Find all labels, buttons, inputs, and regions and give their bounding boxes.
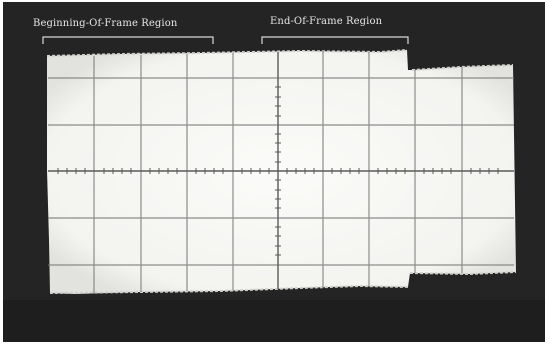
end-region-bracket <box>261 36 409 44</box>
center-axes <box>48 52 514 289</box>
end-of-frame-label: End-Of-Frame Region <box>270 16 383 27</box>
beginning-of-frame-label: Beginning-Of-Frame Region <box>33 18 178 29</box>
beginning-region-bracket <box>42 36 214 44</box>
trace-band <box>47 50 516 294</box>
axis-ticks <box>57 86 499 256</box>
